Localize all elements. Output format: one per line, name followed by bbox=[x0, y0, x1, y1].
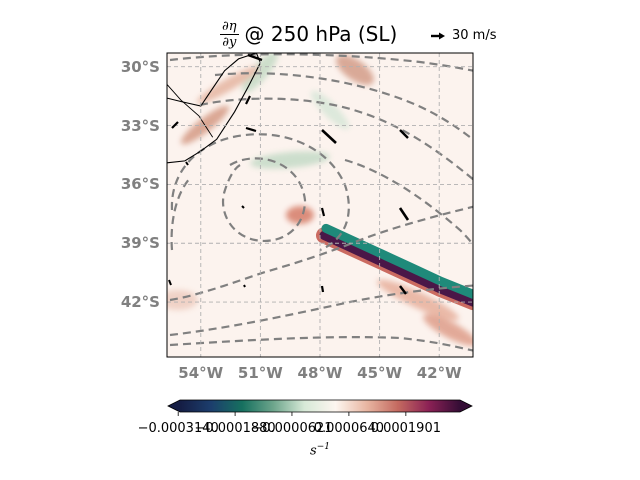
wind-vector bbox=[322, 286, 323, 292]
lon-tick-label: 51°W bbox=[230, 364, 290, 382]
lat-tick-label: 39°S bbox=[100, 234, 160, 252]
wind-vector bbox=[244, 285, 245, 287]
lon-tick-label: 42°W bbox=[409, 364, 469, 382]
lat-tick-label: 36°S bbox=[100, 175, 160, 193]
lon-tick-label: 48°W bbox=[290, 364, 350, 382]
colorbar-tick-label: 0.0001901 bbox=[371, 421, 441, 437]
units-exponent: −1 bbox=[317, 442, 330, 452]
units-base: s bbox=[310, 443, 317, 458]
wind-vector bbox=[242, 206, 244, 208]
colorbar-body bbox=[180, 400, 460, 412]
lat-tick-label: 30°S bbox=[100, 58, 160, 76]
lat-tick-label: 42°S bbox=[100, 293, 160, 311]
colorbar-ticks bbox=[178, 412, 406, 416]
colorbar-extend-min bbox=[168, 400, 180, 412]
lat-tick-label: 33°S bbox=[100, 117, 160, 135]
colorbar-units: s−1 bbox=[300, 442, 340, 458]
colorbar-extend-max bbox=[460, 400, 472, 412]
lon-tick-label: 45°W bbox=[350, 364, 410, 382]
lon-tick-label: 54°W bbox=[171, 364, 231, 382]
